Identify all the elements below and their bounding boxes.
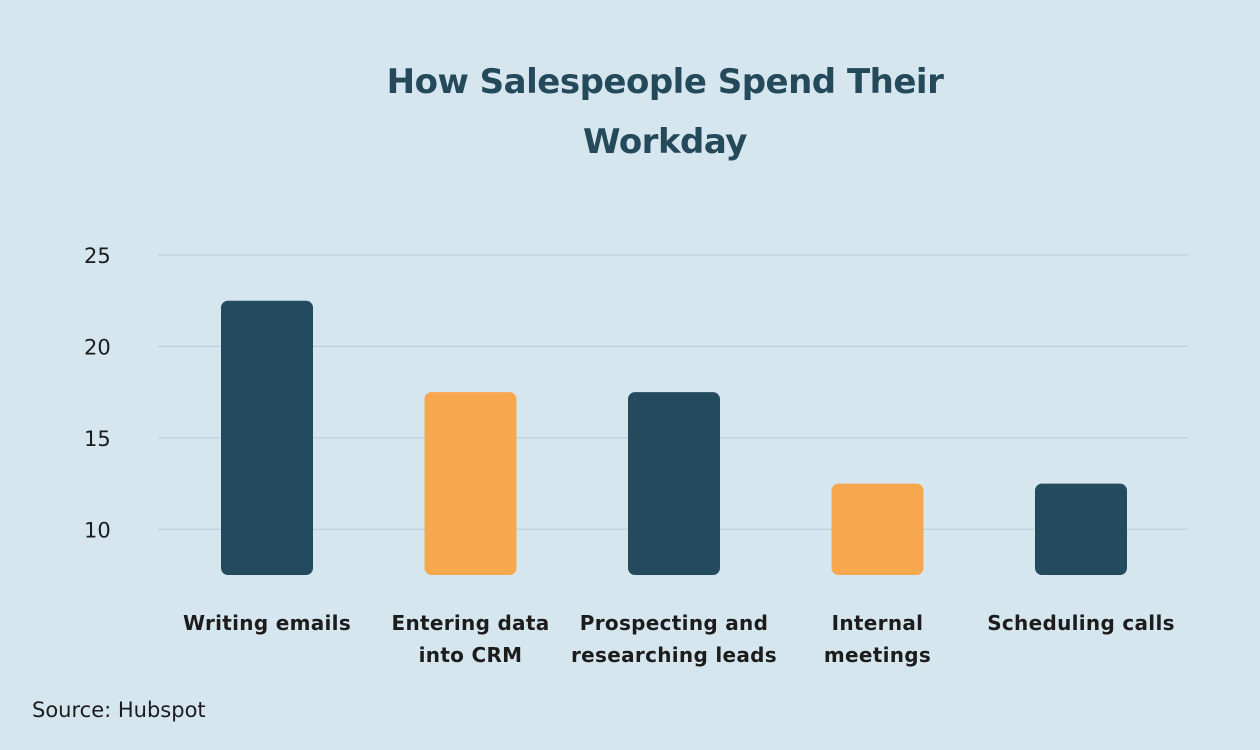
y-tick-label: 25: [84, 244, 111, 268]
x-category-label: Entering data into CRM: [391, 611, 549, 667]
x-category-label: Prospecting and researching leads: [571, 611, 777, 667]
x-category-label: Writing emails: [183, 611, 351, 635]
chart-title-line-2: Workday: [583, 122, 747, 162]
source-note: Source: Hubspot: [32, 698, 206, 722]
y-tick-label: 20: [84, 335, 111, 359]
x-category-label: Internal meetings: [824, 611, 931, 667]
y-tick-label: 15: [84, 427, 111, 451]
chart-title: How Salespeople Spend Their Workday: [330, 52, 1000, 172]
bar: [628, 392, 720, 575]
bar: [1035, 483, 1127, 575]
bar: [831, 483, 924, 575]
bar: [424, 392, 517, 575]
y-tick-label: 10: [84, 518, 111, 542]
chart-title-line-1: How Salespeople Spend Their: [386, 62, 944, 102]
bar: [221, 300, 313, 575]
x-category-label: Scheduling calls: [987, 611, 1175, 635]
